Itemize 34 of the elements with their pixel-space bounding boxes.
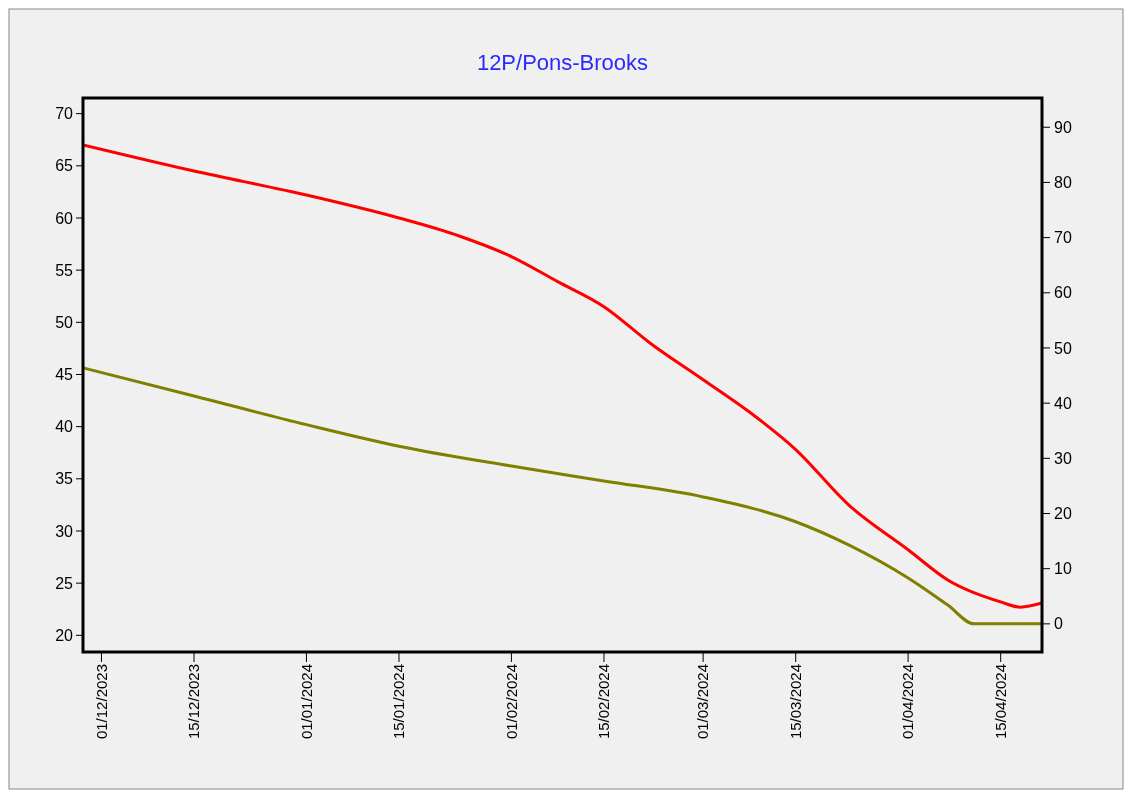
x-tick-label: 15/01/2024 — [390, 664, 408, 740]
line-series — [83, 366, 1042, 626]
y2-tick-label: 60 — [1054, 284, 1072, 302]
y2-tick-label: 10 — [1054, 560, 1072, 578]
y2-tick-label: 90 — [1054, 118, 1072, 136]
x-tick-label: 15/03/2024 — [786, 664, 804, 740]
y-tick-label: 20 — [55, 626, 74, 644]
y2-tick-label: 50 — [1054, 339, 1072, 357]
y2-tick-label: 30 — [1054, 449, 1072, 467]
y2-tick-label: 80 — [1054, 174, 1072, 192]
x-tick-label: 15/04/2024 — [991, 664, 1009, 740]
line-series — [83, 143, 1042, 609]
x-tick-label: 01/02/2024 — [502, 664, 520, 740]
y2-tick-label: 20 — [1054, 505, 1072, 523]
y-tick-label: 65 — [55, 157, 74, 175]
y2-tick-label: 0 — [1054, 615, 1063, 633]
y-tick-label: 40 — [55, 418, 74, 436]
x-tick-label: 15/12/2023 — [185, 664, 203, 740]
x-tick-label: 01/04/2024 — [899, 664, 917, 740]
x-tick-label: 15/02/2024 — [595, 664, 613, 740]
y-tick-label: 70 — [55, 105, 74, 123]
x-tick-label: 01/03/2024 — [694, 664, 712, 740]
y-tick-label: 25 — [55, 574, 74, 592]
y2-tick-label: 40 — [1054, 394, 1072, 412]
y2-tick-label: 70 — [1054, 229, 1072, 247]
y-tick-label: 35 — [55, 470, 74, 488]
x-tick-label: 01/12/2023 — [92, 664, 110, 740]
chart-title: 12P/Pons-Brooks — [476, 50, 649, 75]
y-tick-label: 30 — [55, 522, 74, 540]
y-tick-label: 60 — [55, 209, 74, 227]
y-tick-label: 50 — [55, 313, 74, 331]
y-tick-label: 55 — [55, 261, 74, 279]
x-tick-label: 01/01/2024 — [297, 664, 315, 740]
y-tick-label: 45 — [55, 366, 74, 384]
